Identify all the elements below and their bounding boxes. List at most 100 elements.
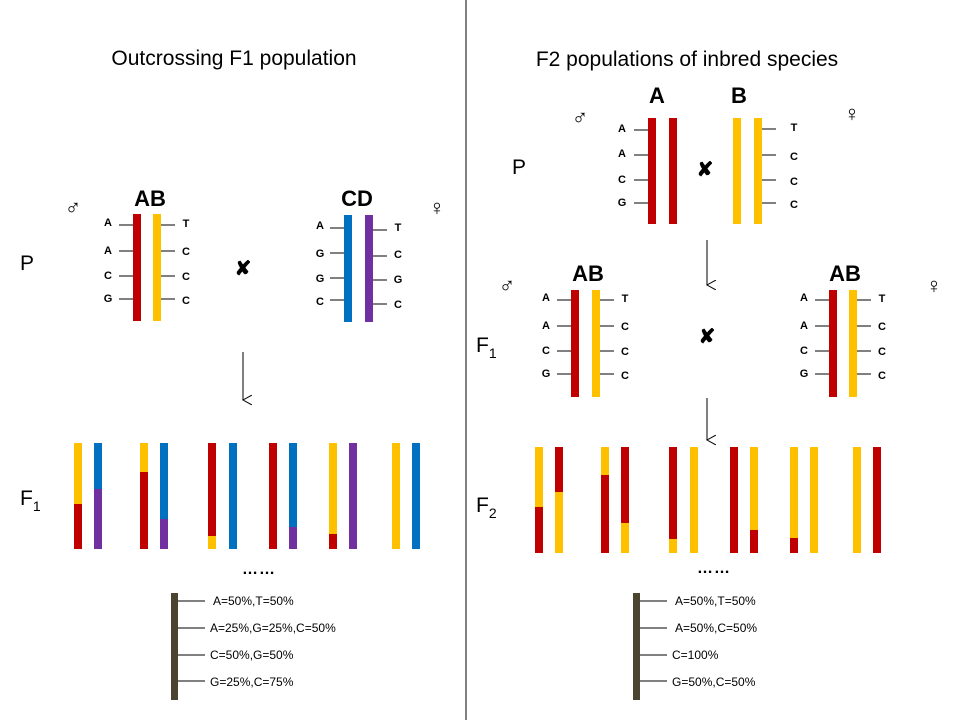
chromosome-c <box>344 215 352 322</box>
base-label: G <box>104 293 113 305</box>
chromosome-segment <box>412 443 420 549</box>
frequency-label: A=50%,T=50% <box>675 594 756 608</box>
chromosome-segment <box>74 443 82 504</box>
parent-b-name: B <box>731 83 747 108</box>
chromosome-segment <box>289 527 297 549</box>
right-panel: F2 populations of inbred species P F1 F2… <box>476 48 942 700</box>
chromosome-segment <box>140 443 148 472</box>
chromosome-segment <box>621 523 629 553</box>
chromosome-segment <box>392 443 400 549</box>
frequency-label: C=50%,G=50% <box>210 648 294 662</box>
chromosome-b <box>849 290 857 397</box>
chromosome-segment <box>329 534 337 549</box>
frequency-label: G=50%,C=50% <box>672 675 756 689</box>
right-p-label: P <box>512 156 526 179</box>
ellipsis: …… <box>242 561 276 578</box>
base-label: T <box>183 218 190 230</box>
base-label: A <box>542 292 550 304</box>
chromosome-segment <box>690 447 698 553</box>
right-f2-label: F2 <box>476 494 497 521</box>
chromosome-segment <box>160 519 168 549</box>
offspring-pair <box>329 443 357 549</box>
base-label: A <box>104 217 112 229</box>
chromosome-segment <box>140 472 148 549</box>
chromosome-b <box>733 118 741 224</box>
chromosome-segment <box>750 530 758 553</box>
female-symbol: ♀ <box>844 101 861 126</box>
chromosome-b <box>153 214 161 321</box>
left-title: Outcrossing F1 population <box>111 47 356 70</box>
base-label: C <box>618 174 626 186</box>
base-label: C <box>104 270 112 282</box>
offspring-pair <box>140 443 168 549</box>
chromosome-segment <box>208 536 216 549</box>
female-symbol: ♀ <box>926 273 943 298</box>
chromosome-segment <box>873 447 881 553</box>
chromosome-segment <box>790 447 798 538</box>
offspring-pair <box>669 447 698 553</box>
offspring-pair <box>730 447 758 553</box>
f1-female-ab: AB A A C G T C C C <box>800 261 886 397</box>
chromosome-segment <box>790 538 798 553</box>
offspring-pair <box>790 447 818 553</box>
ellipsis: …… <box>697 560 731 577</box>
frequency-label: A=25%,G=25%,C=50% <box>210 621 336 635</box>
chromosome-segment <box>669 447 677 539</box>
offspring-pair <box>74 443 102 549</box>
chromosome-segment <box>669 539 677 553</box>
base-label: C <box>182 271 190 283</box>
chromosome-segment <box>555 447 563 492</box>
offspring-pair <box>853 447 881 553</box>
chromosome-b <box>754 118 762 224</box>
chromosome-segment <box>74 504 82 549</box>
f1-male-ab: AB A A C G T C C C <box>542 261 629 397</box>
chromosome-segment <box>601 447 609 475</box>
base-label: T <box>395 222 402 234</box>
parent-b: B T C C C <box>731 83 798 224</box>
parent-cd-name: CD <box>341 186 373 211</box>
chromosome-segment <box>229 443 237 549</box>
chromosome-segment <box>750 447 758 530</box>
base-label: C <box>542 345 550 357</box>
base-label: C <box>621 370 629 382</box>
base-label: C <box>621 321 629 333</box>
base-label: C <box>182 246 190 258</box>
chromosome-d <box>365 215 373 322</box>
right-f1-label: F1 <box>476 334 497 361</box>
base-label: G <box>316 273 325 285</box>
offspring-pair <box>208 443 237 549</box>
chromosome-b <box>592 290 600 397</box>
left-p-label: P <box>20 252 34 275</box>
chromosome-segment <box>730 447 738 553</box>
chromosome-segment <box>601 475 609 553</box>
chromosome-segment <box>621 447 629 523</box>
base-label: C <box>878 321 886 333</box>
left-panel: Outcrossing F1 population P F1 ♂ ♀ ✘ AB … <box>20 47 445 700</box>
offspring-pair <box>392 443 420 549</box>
male-symbol: ♂ <box>572 105 589 130</box>
parent-ab: AB A A C G T C C C <box>104 186 190 321</box>
chromosome-segment <box>535 447 543 507</box>
male-symbol: ♂ <box>499 273 516 298</box>
base-label: G <box>316 248 325 260</box>
base-label: C <box>316 296 324 308</box>
f2-offspring <box>535 447 881 553</box>
chromosome-segment <box>853 447 861 553</box>
frequency-legend: A=50%,T=50% A=50%,C=50% C=100% G=50%,C=5… <box>633 593 757 700</box>
offspring-pair <box>601 447 629 553</box>
frequency-bar <box>633 593 640 700</box>
parent-a: A A A C G <box>618 83 677 224</box>
base-label: T <box>622 293 629 305</box>
base-label: G <box>618 197 627 209</box>
base-label: A <box>542 320 550 332</box>
chromosome-segment <box>94 489 102 549</box>
base-label: T <box>879 293 886 305</box>
parent-cd: CD A G G C T C G C <box>316 186 402 322</box>
chromosome-segment <box>349 443 357 549</box>
base-label: A <box>800 292 808 304</box>
chromosome-segment <box>810 447 818 553</box>
base-label: C <box>394 249 402 261</box>
right-title: F2 populations of inbred species <box>536 48 838 71</box>
female-symbol: ♀ <box>429 195 446 220</box>
